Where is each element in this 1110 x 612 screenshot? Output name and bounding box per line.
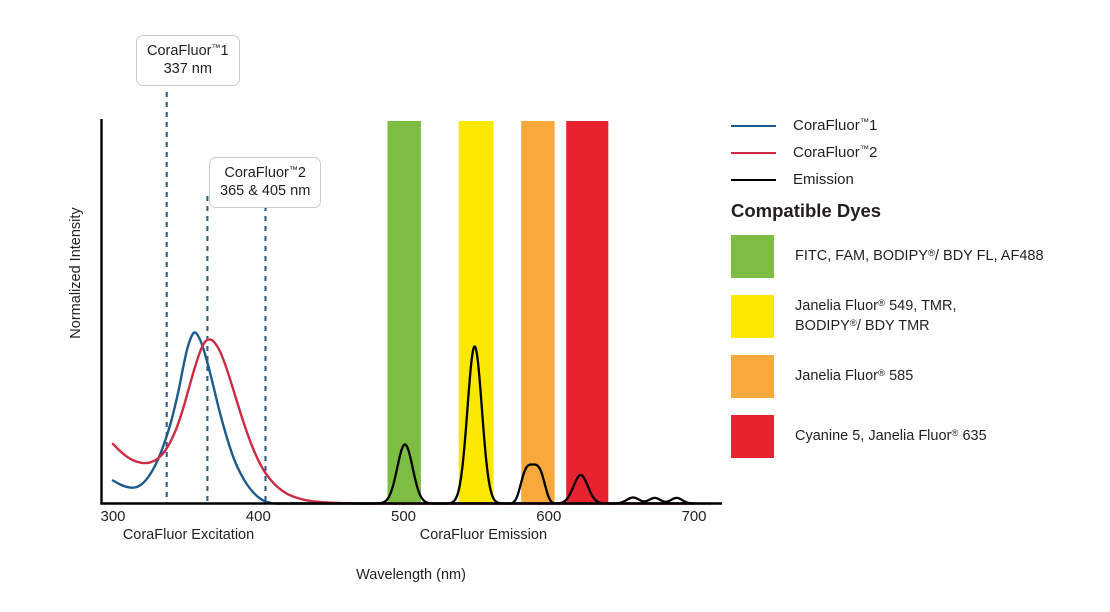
dye-band-0 (387, 121, 421, 504)
annotation-cf2-callout: CoraFluor™2 365 & 405 nm (209, 157, 322, 209)
axis-section-emission: CoraFluor Emission (419, 527, 548, 543)
dye-color-swatch-1 (731, 294, 774, 338)
legend-line-swatch-2 (731, 178, 776, 181)
dye-color-swatch-2 (731, 354, 774, 398)
x-tick-500: 500 (390, 508, 417, 525)
dye-label-3: Cyanine 5, Janelia Fluor® 635 (795, 426, 987, 446)
dye-item-3[interactable]: Cyanine 5, Janelia Fluor® 635 (731, 414, 1106, 458)
annotation-cf1-line2: 337 nm (163, 61, 212, 78)
x-tick-300: 300 (100, 508, 126, 525)
annotation-cf2-line1: CoraFluor™2 (224, 164, 306, 181)
x-tick-400: 400 (245, 508, 271, 525)
legend-label-1: CoraFluor™2 (793, 144, 878, 161)
annotation-cf1-callout: CoraFluor™1 337 nm (136, 35, 240, 87)
legend-item-0[interactable]: CoraFluor™1 (731, 112, 1101, 139)
dye-label-1-line-1: BODIPY®/ BDY TMR (795, 317, 930, 334)
legend-line-swatch-1 (731, 151, 776, 154)
x-tick-600: 600 (536, 508, 562, 525)
legend-label-2: Emission (793, 171, 854, 188)
dye-label-2-line-0: Janelia Fluor® 585 (795, 367, 914, 384)
compatible-dyes-list: FITC, FAM, BODIPY®/ BDY FL, AF488 Janelia… (731, 234, 1106, 474)
dye-color-swatch-3 (731, 414, 774, 458)
annotation-cf2-line2: 365 & 405 nm (220, 183, 311, 200)
dye-label-1: Janelia Fluor® 549, TMR, BODIPY®/ BDY TMR (795, 296, 957, 336)
x-tick-700: 700 (681, 508, 707, 525)
legend-label-0: CoraFluor™1 (793, 117, 878, 134)
legend-item-1[interactable]: CoraFluor™2 (731, 139, 1101, 166)
axis-section-excitation: CoraFluor Excitation (122, 527, 255, 543)
dye-item-0[interactable]: FITC, FAM, BODIPY®/ BDY FL, AF488 (731, 234, 1106, 278)
series-legend: CoraFluor™1 CoraFluor™2 Emission (731, 112, 1101, 193)
emission-curve (358, 345, 713, 505)
excitation-curve-2 (111, 338, 696, 505)
dye-label-2: Janelia Fluor® 585 (795, 366, 913, 386)
compatible-dyes-title: Compatible Dyes (731, 200, 882, 221)
x-axis-label: Wavelength (nm) (356, 567, 466, 583)
y-axis-label: Normalized Intensity (68, 207, 84, 339)
dye-color-swatch-0 (731, 234, 774, 278)
dye-item-2[interactable]: Janelia Fluor® 585 (731, 354, 1106, 398)
emission-filter-bands (387, 121, 609, 504)
dye-label-0: FITC, FAM, BODIPY®/ BDY FL, AF488 (795, 246, 1044, 266)
annotation-cf1-line1: CoraFluor™1 (147, 42, 229, 59)
dye-label-0-line-0: FITC, FAM, BODIPY®/ BDY FL, AF488 (795, 247, 1044, 264)
dye-label-3-line-0: Cyanine 5, Janelia Fluor® 635 (795, 427, 987, 444)
legend-item-2[interactable]: Emission (731, 166, 1101, 193)
dye-label-1-line-0: Janelia Fluor® 549, TMR, (795, 297, 957, 314)
dye-item-1[interactable]: Janelia Fluor® 549, TMR, BODIPY®/ BDY TMR (731, 294, 1106, 338)
legend-line-swatch-0 (731, 124, 776, 127)
dye-band-3 (566, 121, 609, 504)
dye-band-2 (521, 121, 555, 504)
